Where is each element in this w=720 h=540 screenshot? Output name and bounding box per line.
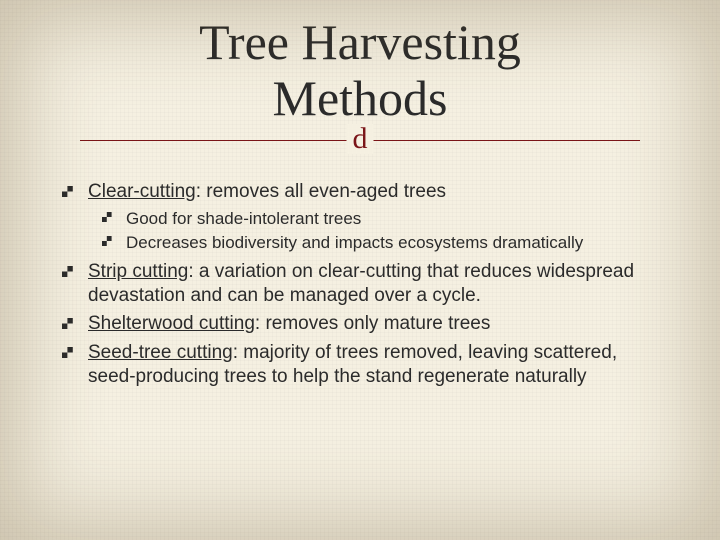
term-rest: : removes only mature trees [255, 313, 490, 334]
term-rest: : removes all even-aged trees [196, 181, 446, 202]
term: Shelterwood cutting [88, 313, 255, 334]
list-item: Seed-tree cutting: majority of trees rem… [62, 341, 658, 390]
title-rule: d [80, 132, 640, 166]
sub-list-item: Decreases biodiversity and impacts ecosy… [102, 232, 658, 254]
term: Seed-tree cutting [88, 342, 233, 363]
flourish-icon: d [347, 124, 374, 154]
sub-list-item: Good for shade-intolerant trees [102, 208, 658, 230]
sub-text: Decreases biodiversity and impacts ecosy… [126, 233, 583, 252]
bullet-list: Clear-cutting: removes all even-aged tre… [62, 180, 658, 389]
sub-list: Good for shade-intolerant trees Decrease… [102, 208, 658, 254]
content-area: Clear-cutting: removes all even-aged tre… [62, 180, 658, 389]
term: Strip cutting [88, 261, 188, 282]
list-item: Clear-cutting: removes all even-aged tre… [62, 180, 658, 254]
list-item: Strip cutting: a variation on clear-cutt… [62, 260, 658, 309]
slide-title: Tree Harvesting Methods [0, 0, 720, 126]
slide: Tree Harvesting Methods d Clear-cutting:… [0, 0, 720, 540]
title-line-2: Methods [273, 70, 448, 126]
sub-text: Good for shade-intolerant trees [126, 209, 361, 228]
list-item: Shelterwood cutting: removes only mature… [62, 312, 658, 336]
title-line-1: Tree Harvesting [199, 14, 521, 70]
term: Clear-cutting [88, 181, 196, 202]
